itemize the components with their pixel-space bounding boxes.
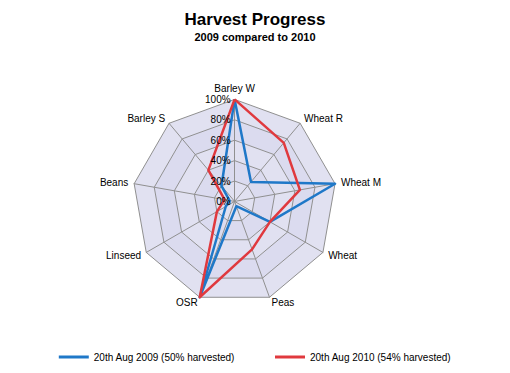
svg-text:20%: 20% [211, 176, 231, 187]
svg-text:Wheat M: Wheat M [341, 177, 381, 188]
svg-text:Wheat: Wheat [328, 250, 357, 261]
svg-text:0%: 0% [216, 196, 231, 207]
svg-text:Barley S: Barley S [127, 113, 165, 124]
svg-text:20th Aug 2009 (50% harvested): 20th Aug 2009 (50% harvested) [94, 352, 235, 363]
svg-text:20th Aug 2010 (54% harvested): 20th Aug 2010 (54% harvested) [310, 352, 451, 363]
svg-text:Linseed: Linseed [106, 250, 141, 261]
svg-text:Beans: Beans [100, 177, 128, 188]
svg-text:Peas: Peas [272, 297, 295, 308]
svg-text:80%: 80% [211, 114, 231, 125]
svg-text:60%: 60% [211, 135, 231, 146]
svg-text:Harvest Progress: Harvest Progress [185, 10, 326, 29]
svg-text:Wheat R: Wheat R [304, 113, 343, 124]
svg-text:40%: 40% [211, 155, 231, 166]
svg-text:2009 compared to 2010: 2009 compared to 2010 [194, 31, 315, 43]
svg-text:OSR: OSR [176, 297, 198, 308]
svg-text:100%: 100% [205, 94, 231, 105]
svg-text:Barley W: Barley W [214, 83, 255, 94]
